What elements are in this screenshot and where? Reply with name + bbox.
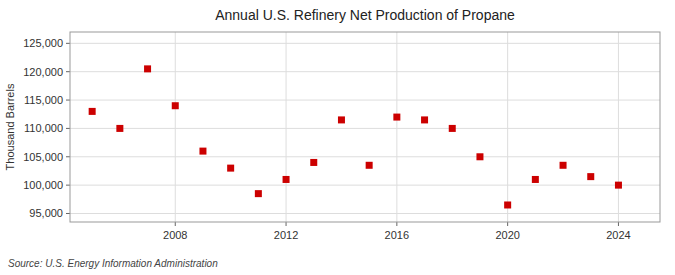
y-tick xyxy=(66,185,70,186)
y-grid-line xyxy=(70,185,660,186)
y-tick-label: 110,000 xyxy=(24,122,63,134)
x-tick-label: 2008 xyxy=(163,229,187,241)
y-tick-label: 120,000 xyxy=(23,66,63,78)
y-grid-line xyxy=(70,213,660,214)
y-tick xyxy=(66,128,70,129)
y-tick-label: 95,000 xyxy=(29,207,63,219)
points xyxy=(89,65,622,208)
point xyxy=(560,162,567,169)
point xyxy=(144,65,151,72)
point xyxy=(283,176,290,183)
y-tick xyxy=(66,100,70,101)
point xyxy=(172,102,179,109)
x-tick-label: 2020 xyxy=(495,229,519,241)
x-grid-line xyxy=(286,32,287,222)
y-tick xyxy=(66,71,70,72)
x-tick-label: 2024 xyxy=(606,229,630,241)
point xyxy=(476,153,483,160)
y-tick-label: 100,000 xyxy=(23,179,63,191)
point xyxy=(116,125,123,132)
x-grid-line xyxy=(507,32,508,222)
y-tick xyxy=(66,213,70,214)
point xyxy=(366,162,373,169)
y-axis-label: Thousand Barrels xyxy=(4,83,16,170)
x-grid-line xyxy=(175,32,176,222)
x-grid-line xyxy=(396,32,397,222)
chart-svg: 95,000 100,000 105,000 110,000 115,000 120,00… xyxy=(0,0,675,275)
point xyxy=(393,114,400,121)
y-tick-label: 105,000 xyxy=(23,151,63,163)
grid xyxy=(70,32,660,222)
y-grid-line xyxy=(70,71,660,72)
y-grid-line xyxy=(70,156,660,157)
x-tick xyxy=(175,222,176,226)
y-grid-line xyxy=(70,128,660,129)
x-tick xyxy=(286,222,287,226)
chart-container: 95,000 100,000 105,000 110,000 115,000 120,00… xyxy=(0,0,675,275)
point xyxy=(421,116,428,123)
y-grid-line xyxy=(70,100,660,101)
x-tick xyxy=(618,222,619,226)
point xyxy=(615,182,622,189)
point xyxy=(532,176,539,183)
point xyxy=(89,108,96,115)
point xyxy=(310,159,317,166)
point xyxy=(227,165,234,172)
point xyxy=(338,116,345,123)
point xyxy=(255,190,262,197)
x-tick-label: 2012 xyxy=(274,229,298,241)
point xyxy=(199,148,206,155)
y-tick xyxy=(66,156,70,157)
point xyxy=(504,201,511,208)
point xyxy=(449,125,456,132)
y-tick-label: 125,000 xyxy=(23,37,63,49)
x-tick xyxy=(507,222,508,226)
axes: 95,000 100,000 105,000 110,000 115,000 120,00… xyxy=(23,32,660,241)
y-tick xyxy=(66,43,70,44)
y-tick-label: 115,000 xyxy=(24,94,63,106)
plot-frame xyxy=(70,32,660,222)
x-grid-line xyxy=(618,32,619,222)
point xyxy=(587,173,594,180)
source-annotation: Source: U.S. Energy Information Administ… xyxy=(8,258,218,269)
title: Annual U.S. Refinery Net Production of P… xyxy=(215,7,515,23)
x-tick-label: 2016 xyxy=(385,229,409,241)
x-tick xyxy=(396,222,397,226)
y-grid-line xyxy=(70,43,660,44)
